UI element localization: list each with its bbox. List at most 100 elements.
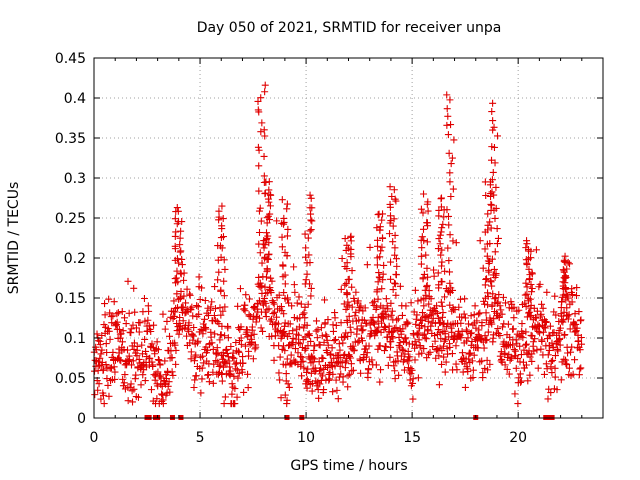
data-point <box>363 349 371 357</box>
data-point <box>316 341 324 349</box>
data-point <box>305 332 313 340</box>
data-point <box>417 252 425 260</box>
data-point <box>202 325 210 333</box>
data-point <box>107 313 115 321</box>
data-point <box>548 339 556 347</box>
data-point <box>358 327 366 335</box>
data-point <box>381 323 389 331</box>
data-point <box>171 308 179 316</box>
data-point <box>245 347 253 355</box>
data-point <box>334 358 342 366</box>
data-point <box>305 251 313 259</box>
data-point <box>558 298 566 306</box>
data-point <box>341 263 349 270</box>
data-point <box>345 275 353 283</box>
data-point <box>388 193 396 201</box>
data-point <box>552 311 560 319</box>
data-point <box>392 291 400 299</box>
data-point <box>103 349 111 357</box>
data-point <box>461 383 469 391</box>
data-point <box>577 333 585 341</box>
data-point <box>190 332 198 340</box>
data-point <box>524 246 532 254</box>
data-point <box>434 269 442 277</box>
data-point <box>421 323 429 331</box>
data-point <box>318 354 326 362</box>
data-point <box>458 349 466 357</box>
data-point <box>341 235 349 243</box>
data-point <box>231 400 239 408</box>
data-point <box>236 285 244 293</box>
data-point <box>343 259 351 267</box>
data-point <box>127 380 135 388</box>
data-point <box>211 305 219 313</box>
data-point <box>345 351 353 359</box>
data-point <box>258 282 266 290</box>
data-point <box>481 245 489 253</box>
data-point <box>141 317 149 325</box>
data-point <box>288 360 296 368</box>
data-point <box>391 280 399 288</box>
data-point <box>349 366 357 374</box>
data-point <box>287 351 295 359</box>
data-point <box>527 331 535 339</box>
data-point <box>191 376 199 384</box>
data-point <box>101 311 109 319</box>
data-point <box>187 348 195 356</box>
data-point <box>166 388 174 396</box>
data-point <box>168 368 176 376</box>
data-point <box>424 317 432 325</box>
data-point <box>91 367 99 375</box>
data-point <box>422 251 430 259</box>
data-point <box>357 322 365 330</box>
data-point <box>268 277 276 285</box>
data-point <box>313 317 321 325</box>
data-point <box>446 343 454 351</box>
data-point <box>282 361 290 369</box>
data-point <box>237 323 245 331</box>
data-point <box>288 339 296 347</box>
data-point <box>450 136 458 144</box>
data-point <box>379 270 387 278</box>
data-point <box>218 370 226 378</box>
data-point <box>386 230 394 238</box>
data-point <box>308 204 316 212</box>
data-point <box>178 261 186 269</box>
data-point <box>392 197 400 205</box>
data-point <box>422 314 430 322</box>
data-point <box>172 346 180 354</box>
data-point <box>100 400 108 408</box>
data-point <box>485 268 493 276</box>
data-point <box>481 300 489 308</box>
data-point <box>469 373 477 381</box>
data-point <box>556 335 564 343</box>
data-point <box>348 283 356 291</box>
data-point <box>439 309 447 317</box>
x-tick-label: 0 <box>90 430 99 446</box>
data-point <box>378 285 386 293</box>
data-point <box>195 310 203 318</box>
data-point <box>259 327 267 335</box>
data-point <box>225 357 233 365</box>
data-point <box>130 385 138 393</box>
data-point <box>388 307 396 315</box>
data-point <box>226 363 234 371</box>
data-point <box>471 302 479 310</box>
data-point <box>568 298 576 306</box>
data-point <box>215 213 223 221</box>
data-point <box>482 309 490 317</box>
data-point <box>406 353 414 361</box>
data-point <box>412 315 420 323</box>
data-point <box>306 280 314 288</box>
data-point <box>532 314 540 322</box>
data-point <box>189 336 197 344</box>
data-point <box>418 349 426 357</box>
data-point <box>528 288 536 296</box>
data-point <box>466 349 474 357</box>
data-point <box>370 297 378 305</box>
data-point <box>271 308 279 316</box>
data-point <box>248 338 256 346</box>
data-point <box>278 307 286 315</box>
data-point <box>260 172 268 180</box>
